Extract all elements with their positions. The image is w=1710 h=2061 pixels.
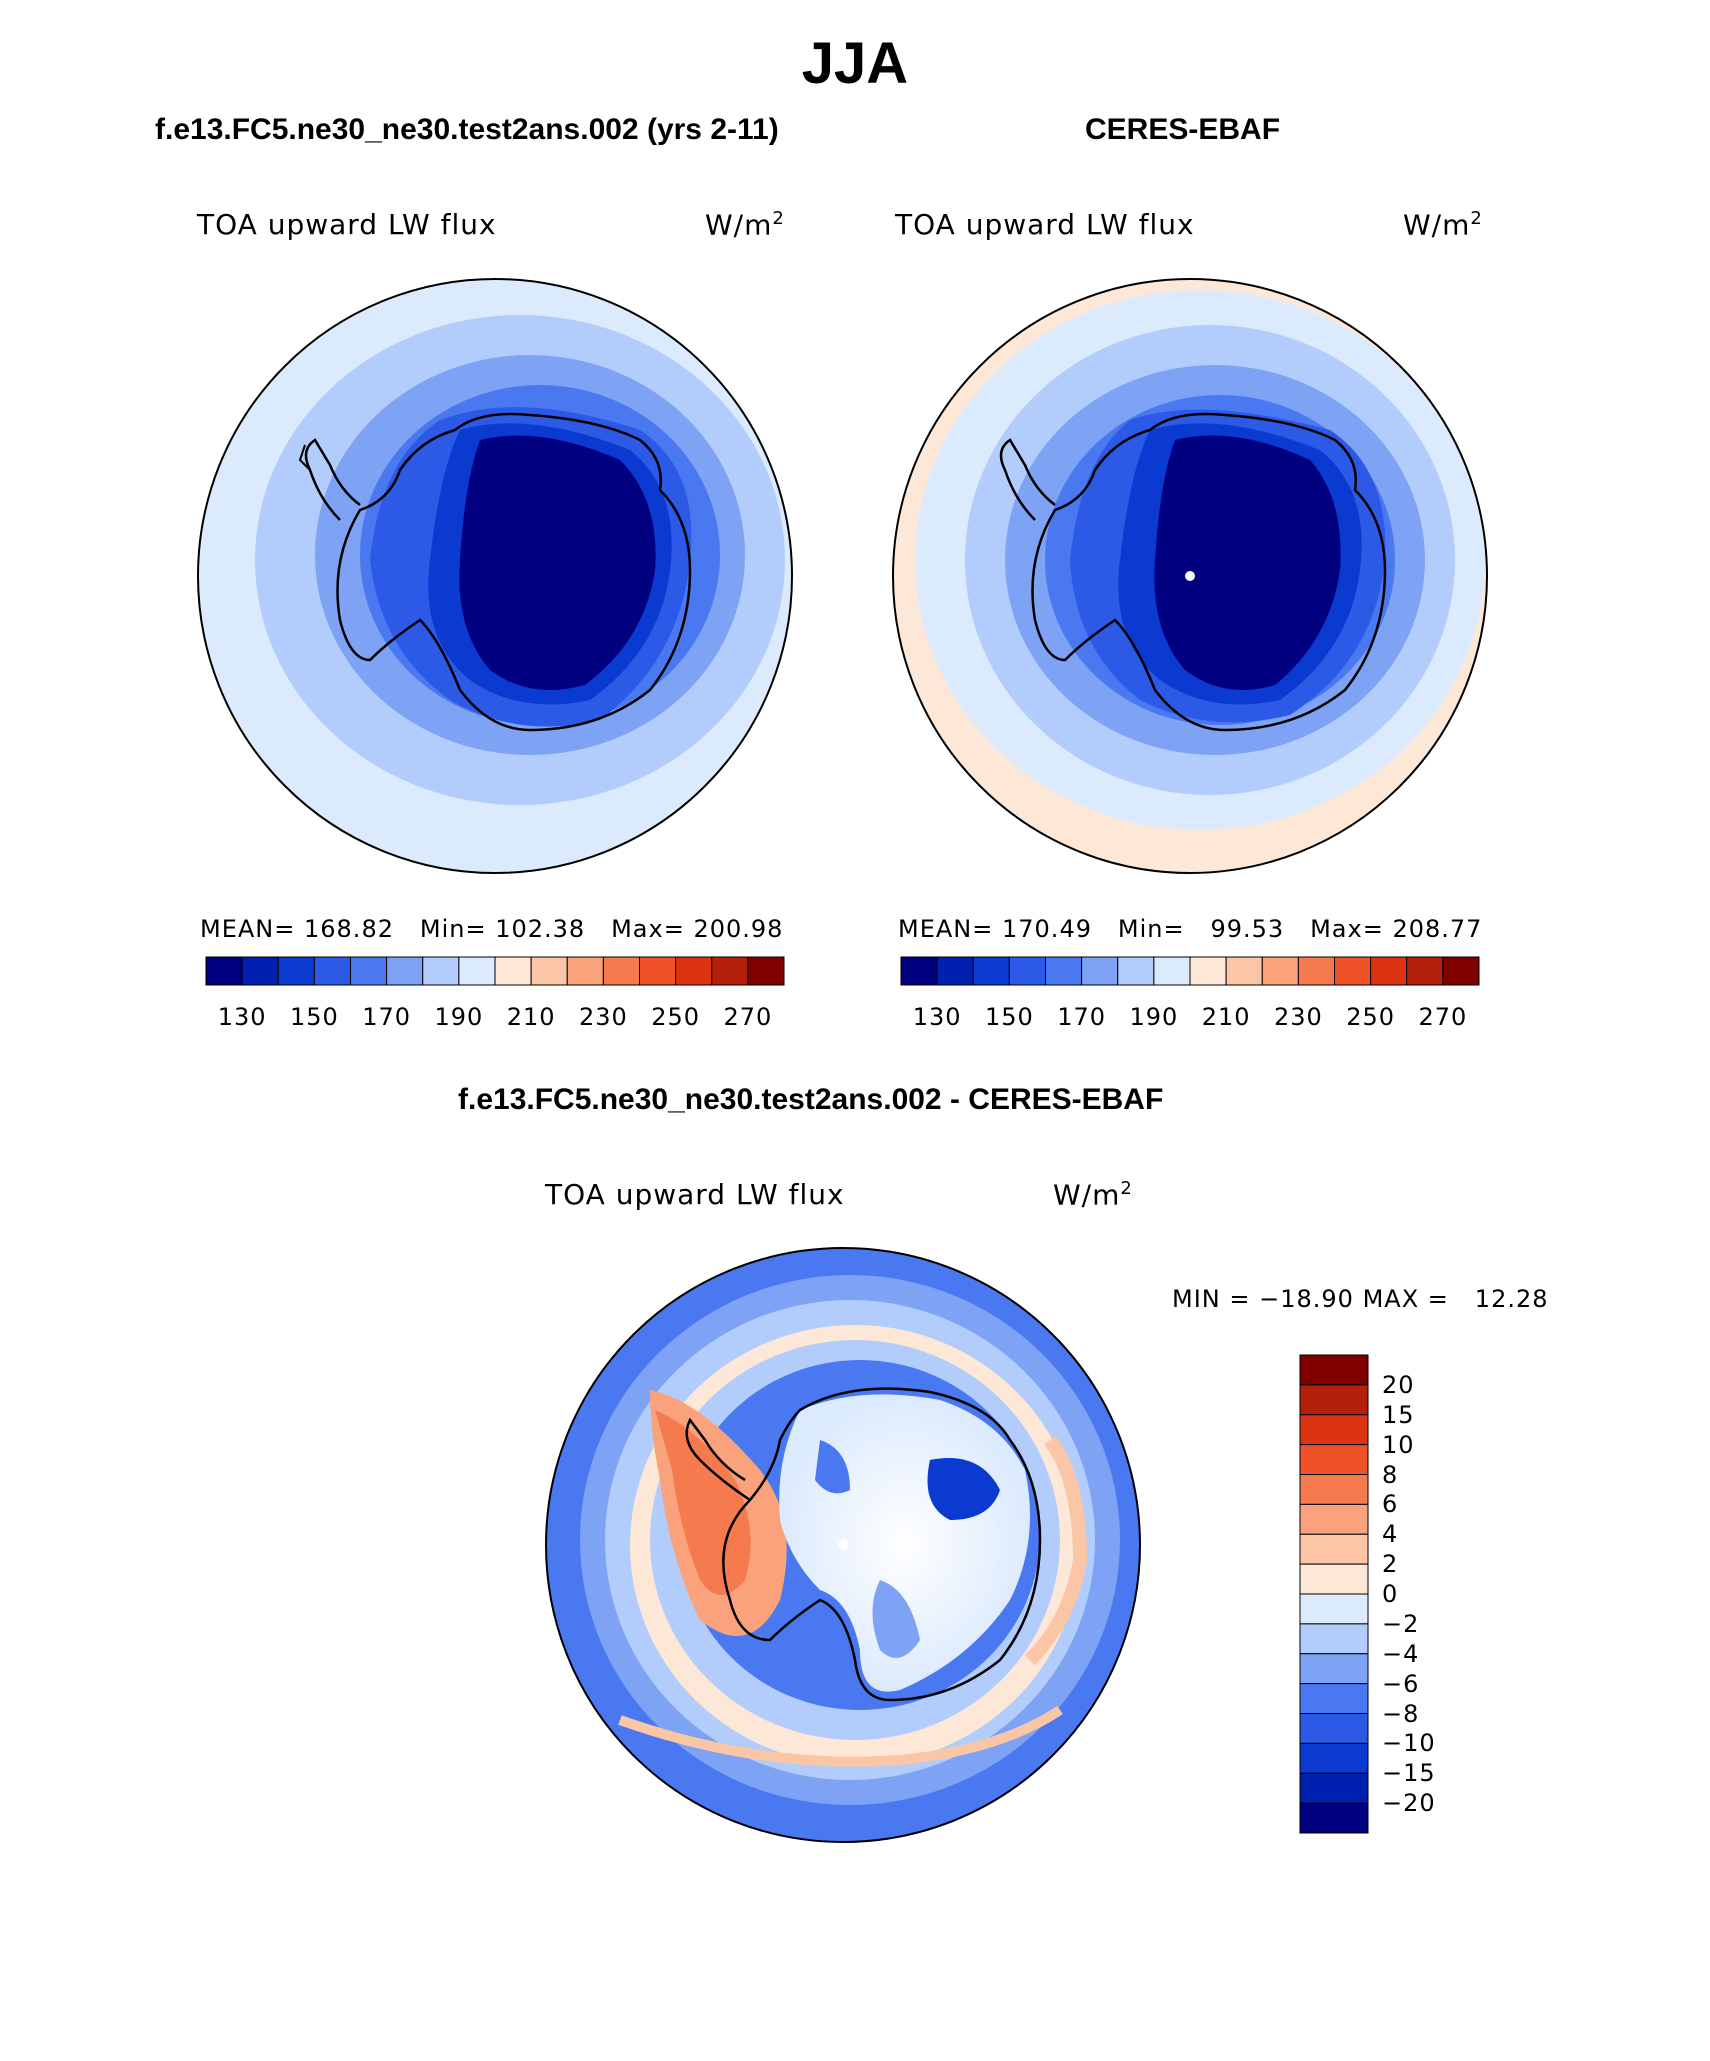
diff-tick-label: −4 — [1382, 1639, 1420, 1668]
left-colorbar-color-box — [602, 956, 640, 986]
diff-tick-label: −20 — [1382, 1789, 1436, 1818]
right-colorbar-color-box — [1117, 956, 1155, 986]
left-colorbar-color-box — [277, 956, 315, 986]
left-colorbar-color-box — [241, 956, 279, 986]
left-colorbar-tick-label: 210 — [506, 1003, 556, 1031]
diff-variable-label: TOA upward LW flux — [545, 1178, 845, 1211]
diff-tick-label: 6 — [1382, 1490, 1399, 1519]
left-colorbar-tick-label: 250 — [651, 1003, 701, 1031]
right-colorbar-tick-label: 170 — [1057, 1003, 1107, 1031]
diff-min-value: −18.90 — [1259, 1285, 1354, 1313]
diff-colorbar-box — [1299, 1593, 1369, 1625]
left-colorbar-color-box — [747, 956, 785, 986]
left-colorbar-color-box — [313, 956, 351, 986]
right-colorbar-color-box — [1081, 956, 1119, 986]
right-colorbar-tick-label: 190 — [1129, 1003, 1179, 1031]
left-colorbar-tick-label: 130 — [217, 1003, 267, 1031]
diff-tick-label: 8 — [1382, 1460, 1399, 1489]
right-colorbar-tick-label: 210 — [1201, 1003, 1251, 1031]
left-colorbar-color-box — [422, 956, 460, 986]
diff-max-value: 12.28 — [1474, 1285, 1549, 1313]
left-max-value: 200.98 — [693, 915, 784, 943]
diff-tick-label: −2 — [1382, 1609, 1420, 1638]
right-colorbar-tick-label: 230 — [1273, 1003, 1323, 1031]
right-colorbar-tick-label: 270 — [1418, 1003, 1468, 1031]
right-max-value: 208.77 — [1392, 915, 1483, 943]
right-panel-title: CERES-EBAF — [1085, 113, 1281, 146]
left-colorbar-color-box — [711, 956, 749, 986]
diff-tick-label: 4 — [1382, 1520, 1399, 1549]
left-stats: MEAN= 168.82 Min= 102.38 Max= 200.98 — [200, 915, 784, 943]
diff-minmax: MIN = −18.90 MAX = 12.28 — [1172, 1285, 1549, 1313]
right-units-label: W/m2 — [1403, 208, 1483, 242]
right-stats: MEAN= 170.49 Min= 99.53 Max= 208.77 — [898, 915, 1483, 943]
diff-colorbar-box — [1299, 1414, 1369, 1446]
left-colorbar-tick-label: 190 — [434, 1003, 484, 1031]
diff-tick-label: −10 — [1382, 1729, 1436, 1758]
diff-tick-label: 15 — [1382, 1400, 1415, 1429]
right-mean-value: 170.49 — [1002, 915, 1092, 943]
left-map — [198, 279, 792, 873]
diff-units-label: W/m2 — [1053, 1178, 1133, 1212]
diff-tick-label: 0 — [1382, 1580, 1399, 1608]
right-map — [893, 279, 1487, 873]
right-colorbar-color-box — [1008, 956, 1046, 986]
left-units-label: W/m2 — [705, 208, 785, 242]
diff-colorbar-box — [1299, 1503, 1369, 1535]
left-panel-title: f.e13.FC5.ne30_ne30.test2ans.002 (yrs 2-… — [155, 113, 779, 146]
diff-tick-label: 2 — [1382, 1550, 1399, 1579]
right-colorbar-color-box — [1297, 956, 1335, 986]
diff-colorbar-box — [1299, 1354, 1369, 1386]
right-colorbar-tick-label: 250 — [1346, 1003, 1396, 1031]
diff-tick-label: −6 — [1382, 1669, 1420, 1698]
left-colorbar-color-box — [639, 956, 677, 986]
diff-tick-label: −15 — [1382, 1759, 1436, 1788]
right-colorbar-tick-label: 130 — [912, 1003, 962, 1031]
diff-colorbar-box — [1299, 1474, 1369, 1505]
left-mean-value: 168.82 — [304, 915, 394, 943]
left-colorbar-tick-label: 150 — [289, 1003, 339, 1031]
diff-colorbar-box — [1299, 1713, 1369, 1744]
diff-colorbar-box — [1299, 1444, 1369, 1475]
left-colorbar-tick-label: 230 — [578, 1003, 628, 1031]
right-colorbar-color-box — [1370, 956, 1408, 986]
diff-colorbar-box — [1299, 1742, 1369, 1774]
difference-map — [546, 1248, 1140, 1842]
right-variable-label: TOA upward LW flux — [895, 208, 1195, 241]
diff-colorbar-box — [1299, 1653, 1369, 1685]
right-colorbar-color-box — [972, 956, 1010, 986]
diff-tick-label: 20 — [1382, 1370, 1415, 1399]
difference-panel-title: f.e13.FC5.ne30_ne30.test2ans.002 - CERES… — [458, 1083, 1164, 1116]
left-colorbar-tick-label: 270 — [723, 1003, 773, 1031]
diff-tick-label: 10 — [1382, 1430, 1415, 1459]
diff-tick-label: −8 — [1382, 1699, 1420, 1728]
right-colorbar-color-box — [1045, 956, 1083, 986]
right-colorbar-color-box — [1261, 956, 1299, 986]
main-title: JJA — [801, 31, 909, 96]
right-colorbar-color-box — [1225, 956, 1263, 986]
right-colorbar-color-box — [1189, 956, 1227, 986]
right-min-value: 99.53 — [1210, 915, 1285, 943]
diff-colorbar-box — [1299, 1384, 1369, 1416]
diff-colorbar-box — [1299, 1683, 1369, 1714]
diff-colorbar-box — [1299, 1533, 1369, 1565]
right-colorbar-color-box — [1442, 956, 1480, 986]
left-colorbar-tick-label: 170 — [362, 1003, 412, 1031]
diff-colorbar-box — [1299, 1623, 1369, 1655]
right-colorbar-color-box — [936, 956, 974, 986]
left-min-value: 102.38 — [495, 915, 586, 943]
diff-colorbar-box — [1299, 1563, 1369, 1595]
left-colorbar-color-box — [675, 956, 713, 986]
diff-colorbar-box — [1299, 1772, 1369, 1804]
right-colorbar-color-box — [1334, 956, 1372, 986]
left-variable-label: TOA upward LW flux — [197, 208, 497, 241]
diff-colorbar-box — [1299, 1802, 1369, 1834]
left-colorbar-color-box — [205, 956, 243, 986]
right-colorbar-tick-label: 150 — [984, 1003, 1034, 1031]
left-colorbar-color-box — [566, 956, 604, 986]
